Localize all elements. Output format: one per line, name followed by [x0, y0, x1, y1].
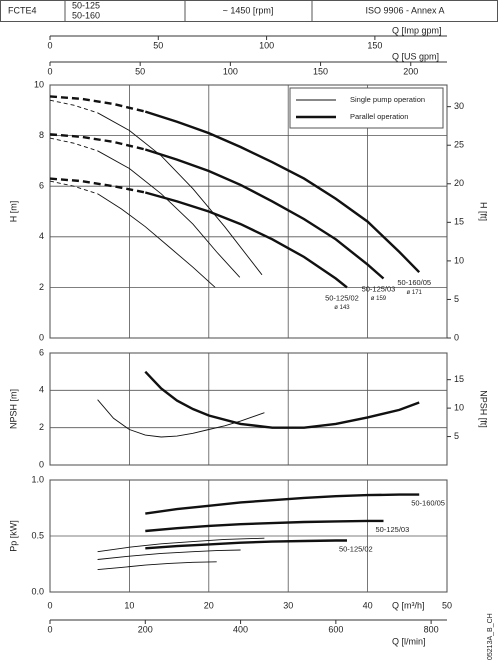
curve-thick [144, 110, 421, 274]
x2-tick-label: 400 [233, 624, 248, 634]
curve-thick [144, 370, 420, 429]
x2-tick-label: 0 [47, 66, 52, 76]
curve-thin [97, 112, 263, 276]
y2-tick-label: 15 [454, 374, 464, 384]
curve-sublabel: ø 159 [371, 296, 387, 302]
y-tick-label: 6 [39, 347, 44, 357]
y2-tick-label: 10 [454, 402, 464, 412]
y-axis-label: H [m] [8, 201, 18, 223]
x2-tick-label: 0 [47, 40, 52, 50]
legend-label: Parallel operation [350, 112, 408, 121]
x2-tick-label: 0 [47, 624, 52, 634]
x-tick-label: 0 [47, 600, 52, 610]
curve-thick [145, 539, 347, 550]
curve-label: 50-125/02 [325, 293, 359, 302]
x2-axis-label: Q [US gpm] [392, 51, 439, 61]
x2-tick-label: 50 [153, 40, 163, 50]
y2-tick-label: 15 [454, 217, 464, 227]
x2-tick-label: 150 [367, 40, 382, 50]
y-tick-label: 2 [39, 282, 44, 292]
y2-tick-label: 0 [454, 332, 459, 342]
x2-tick-label: 50 [135, 66, 145, 76]
y-tick-label: 0 [39, 459, 44, 469]
y-tick-label: 2 [39, 422, 44, 432]
curve-thick [49, 133, 146, 151]
curve-thin [97, 399, 265, 438]
curve-thick [144, 148, 385, 280]
header-standard: ISO 9906 - Annex A [365, 5, 444, 15]
y-tick-label: 10 [34, 79, 44, 89]
x-axis-label: Q [m³/h] [392, 600, 425, 610]
y-tick-label: 4 [39, 385, 44, 395]
drawing-code: 05213A_B_CH [487, 613, 494, 660]
curve-label: 50-160/05 [411, 499, 445, 508]
curve-sublabel: ø 171 [407, 290, 423, 296]
x2-tick-label: 150 [313, 66, 328, 76]
header-model: FCTE4 [8, 5, 37, 15]
curve-thin [97, 537, 265, 553]
curve-label: 50-125/03 [375, 525, 409, 534]
y-axis-label: Pp [kW] [8, 520, 18, 552]
x-tick-label: 50 [442, 600, 452, 610]
y2-tick-label: 30 [454, 101, 464, 111]
curve-thick [145, 493, 420, 515]
y-tick-label: 8 [39, 130, 44, 140]
y-tick-label: 4 [39, 231, 44, 241]
header-size: 50-160 [72, 10, 100, 20]
curve-thick [144, 191, 348, 289]
curve-thin [49, 180, 98, 195]
header-speed: ~ 1450 [rpm] [223, 5, 274, 15]
y-tick-label: 1.0 [31, 474, 44, 484]
plot-frame [49, 352, 448, 466]
x2-tick-label: 600 [328, 624, 343, 634]
curve-thin [49, 137, 98, 152]
y2-tick-label: 5 [454, 294, 459, 304]
curve-thick [49, 95, 146, 113]
x2-tick-label: 200 [403, 66, 418, 76]
curve-sublabel: ø 143 [334, 305, 350, 311]
x-tick-label: 30 [283, 600, 293, 610]
x2-tick-label: 100 [223, 66, 238, 76]
y-tick-label: 0.0 [31, 586, 44, 596]
curve-thin [97, 561, 217, 571]
legend-box [289, 87, 444, 129]
curve-thin [97, 193, 216, 288]
curve-thin [97, 549, 241, 560]
curve-thin [49, 99, 98, 114]
y2-tick-label: 25 [454, 140, 464, 150]
curve-thick [49, 177, 146, 194]
x2-tick-label: 800 [424, 624, 439, 634]
curve-label: 50-125/02 [339, 544, 373, 553]
curve-thin [97, 150, 241, 278]
header-size: 50-125 [72, 0, 100, 10]
y2-axis-label: H [ft] [479, 202, 489, 221]
curve-thick [145, 519, 384, 533]
curve-label: 50-125/03 [362, 285, 396, 294]
y2-tick-label: 5 [454, 431, 459, 441]
legend-label: Single pump operation [350, 95, 425, 104]
x2-tick-label: 100 [259, 40, 274, 50]
y-tick-label: 0.5 [31, 530, 44, 540]
y2-tick-label: 10 [454, 255, 464, 265]
y2-tick-label: 20 [454, 178, 464, 188]
x2-axis-label: Q [Imp gpm] [392, 25, 442, 35]
x2-tick-label: 200 [138, 624, 153, 634]
y-tick-label: 0 [39, 332, 44, 342]
x-tick-label: 40 [363, 600, 373, 610]
x-tick-label: 10 [124, 600, 134, 610]
y-axis-label: NPSH [m] [8, 389, 18, 429]
y-tick-label: 6 [39, 181, 44, 191]
x2-axis-label: Q [l/min] [392, 636, 426, 646]
curve-label: 50-160/05 [397, 278, 431, 287]
x-tick-label: 20 [204, 600, 214, 610]
y2-axis-label: NPSH [ft] [479, 390, 489, 428]
